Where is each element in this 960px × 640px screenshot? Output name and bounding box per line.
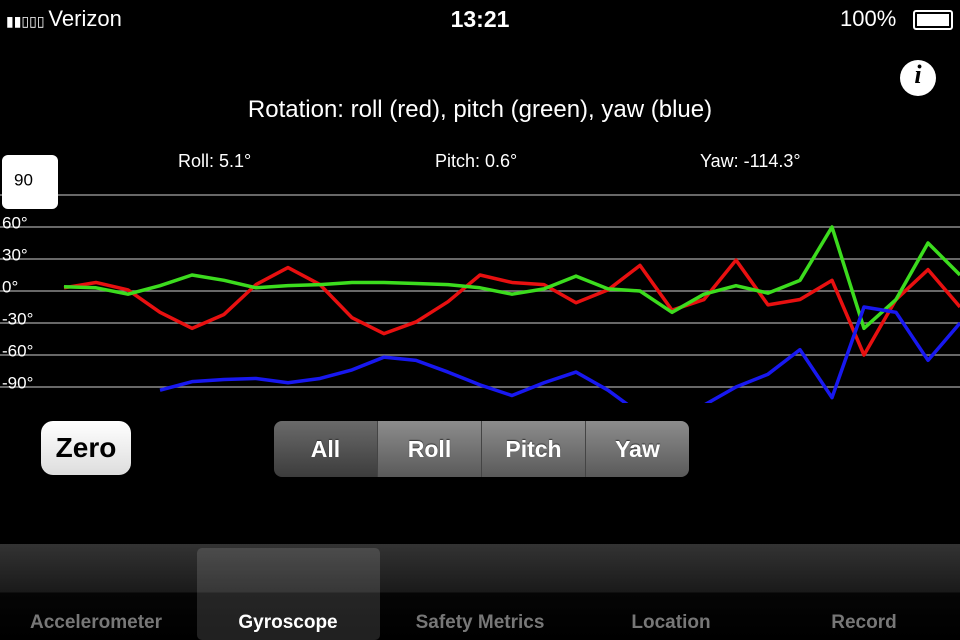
segment-button[interactable]: All xyxy=(274,421,378,477)
series-line xyxy=(159,305,960,403)
segment-button[interactable]: Roll xyxy=(378,421,482,477)
y-tick-label: -30° xyxy=(2,309,33,328)
plot xyxy=(63,225,960,403)
tab[interactable]: Record xyxy=(831,612,897,633)
tab[interactable]: Safety Metrics xyxy=(415,612,545,633)
status-carrier: ▮▮▯▯▯ Verizon xyxy=(6,6,122,31)
y-tick-label: 90 xyxy=(14,170,33,189)
series-line xyxy=(63,258,960,357)
pitch-readout: Pitch: 0.6° xyxy=(435,151,518,171)
y-tick-label: -90° xyxy=(2,373,33,392)
tab[interactable]: Location xyxy=(631,612,711,633)
zero-button[interactable]: Zero xyxy=(41,421,131,475)
series-line xyxy=(63,225,960,331)
tab[interactable]: Accelerometer xyxy=(29,612,163,633)
tab[interactable]: Gyroscope xyxy=(238,612,338,633)
roll-readout: Roll: 5.1° xyxy=(178,151,252,171)
y-tick-label: 60° xyxy=(2,213,28,232)
scale-button[interactable] xyxy=(2,155,58,209)
chart-title: Rotation: roll (red), pitch (green), yaw… xyxy=(247,96,713,123)
y-tick-label: -60° xyxy=(2,341,33,360)
battery-icon xyxy=(913,10,953,30)
info-button[interactable]: i xyxy=(900,60,936,96)
battery-percent: 100% xyxy=(840,6,897,31)
y-tick-label: 30° xyxy=(2,245,28,264)
clock: 13:21 xyxy=(450,6,510,32)
yaw-readout: Yaw: -114.3° xyxy=(700,151,801,171)
tab-highlight xyxy=(197,548,380,640)
carrier: Verizon xyxy=(48,6,122,31)
segment-button[interactable]: Pitch xyxy=(482,421,586,477)
tab-bar xyxy=(0,544,960,640)
segment-button[interactable]: Yaw xyxy=(586,421,689,477)
y-tick-label: 0° xyxy=(2,277,18,296)
